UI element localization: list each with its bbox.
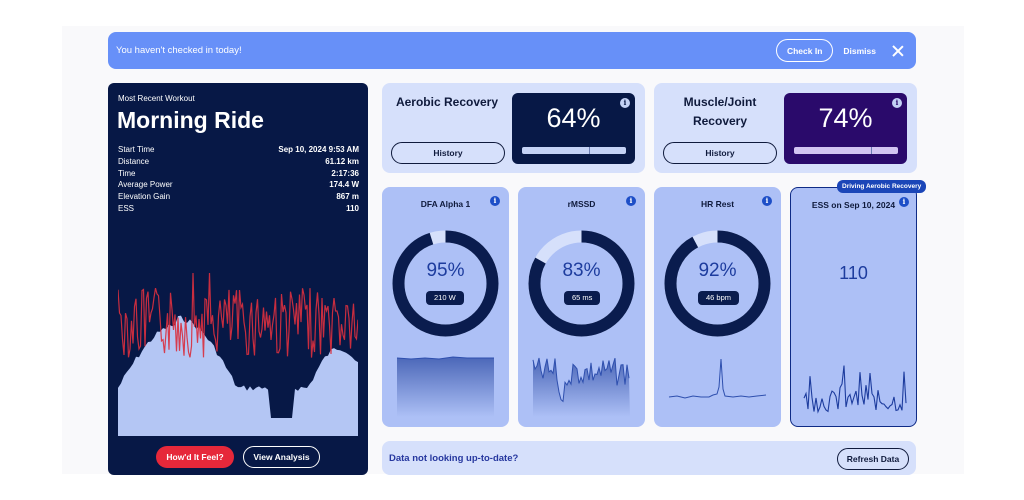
dfa-alpha-card: DFA Alpha 1 i 95% 210 W: [382, 187, 509, 427]
dfa-title: DFA Alpha 1: [420, 199, 471, 209]
muscle-score-marker: [870, 147, 872, 154]
stat-label: Average Power: [118, 180, 173, 190]
workout-subtitle: Most Recent Workout: [118, 94, 195, 103]
hr-ring-arc: [664, 230, 771, 337]
stat-row: Time 2:17:36: [118, 168, 359, 180]
stat-row: Average Power 174.4 W: [118, 179, 359, 191]
stat-label: Time: [118, 168, 136, 178]
power-trace: [118, 272, 358, 358]
ess-card: ESS on Sep 10, 2024 i 110: [790, 187, 917, 427]
hr-ring: [664, 230, 771, 337]
dfa-sparkline: [396, 356, 494, 417]
ess-driving-badge: Driving Aerobic Recovery: [837, 180, 927, 193]
info-icon[interactable]: i: [626, 196, 636, 206]
stat-label: Start Time: [118, 145, 155, 154]
ess-value: 110: [839, 263, 868, 283]
check-in-button[interactable]: Check In: [775, 39, 834, 62]
close-icon[interactable]: [892, 45, 904, 57]
stat-label: ESS: [118, 203, 135, 213]
dismiss-button[interactable]: Dismiss: [843, 45, 876, 56]
muscle-recovery-title: Muscle/Joint Recovery: [683, 95, 757, 128]
dfa-ring: [392, 230, 499, 337]
rmssd-percent: 83%: [562, 260, 601, 281]
stat-label: Elevation Gain: [118, 192, 171, 202]
elevation-area: [118, 315, 358, 436]
info-icon[interactable]: i: [762, 196, 772, 206]
info-icon[interactable]: i: [899, 197, 909, 207]
rmssd-title: rMSSD: [567, 199, 596, 209]
banner-message: You haven't checked in today!: [116, 45, 242, 56]
info-icon[interactable]: i: [620, 98, 630, 108]
refresh-data-button[interactable]: Refresh Data: [837, 448, 909, 470]
workout-title: Morning Ride: [117, 107, 264, 133]
stat-value: Sep 10, 2024 9:53 AM: [278, 145, 359, 154]
dfa-ring-arc: [392, 230, 499, 337]
workout-power-elevation-chart: [118, 272, 358, 436]
aerobic-recovery-card: Aerobic Recovery History 64% i: [382, 83, 645, 173]
stat-value: 110: [346, 203, 359, 213]
rmssd-ring-arc: [528, 230, 635, 337]
checkin-banner: You haven't checked in today! Check In D…: [108, 32, 916, 69]
recent-workout-panel: Most Recent Workout Morning Ride Start T…: [108, 83, 368, 475]
stat-value: 2:17:36: [331, 168, 359, 178]
stat-label: Distance: [118, 156, 150, 166]
hr-percent: 92%: [698, 260, 737, 281]
refresh-message: Data not looking up-to-date?: [389, 453, 519, 464]
stat-value: 174.4 W: [329, 180, 359, 190]
stat-row: ESS 110: [118, 203, 359, 215]
aerobic-recovery-title: Aerobic Recovery: [395, 95, 499, 109]
stat-row: Elevation Gain 867 m: [118, 191, 359, 203]
hr-value-pill: 46 bpm: [698, 291, 740, 305]
muscle-recovery-card: Muscle/Joint Recovery History 74% i: [654, 83, 917, 173]
aerobic-score-bar: [522, 147, 626, 154]
muscle-score-value: 74%: [818, 103, 873, 133]
ess-title: ESS on Sep 10, 2024: [811, 200, 896, 210]
refresh-bar: Data not looking up-to-date? Refresh Dat…: [382, 441, 916, 475]
dfa-value-pill: 210 W: [426, 291, 464, 305]
hr-rest-card: HR Rest i 92% 46 bpm: [654, 187, 781, 427]
rmssd-value-pill: 65 ms: [564, 291, 601, 305]
rmssd-card: rMSSD i 83% 65 ms: [518, 187, 645, 427]
muscle-score-box: 74% i: [784, 93, 907, 164]
stat-row: Distance 61.12 km: [118, 156, 359, 168]
hr-sparkline: [668, 358, 767, 399]
info-icon[interactable]: i: [490, 196, 500, 206]
stat-row: Start Time Sep 10, 2024 9:53 AM: [118, 144, 359, 156]
stat-value: 867 m: [336, 192, 359, 202]
ess-sparkline: [803, 365, 907, 414]
how-it-feel-button[interactable]: How'd It Feel?: [156, 446, 234, 468]
workout-stats: Start Time Sep 10, 2024 9:53 AM Distance 6…: [118, 144, 359, 215]
aerobic-score-box: 64% i: [512, 93, 635, 164]
aerobic-history-button[interactable]: History: [391, 142, 505, 164]
rmssd-sparkline: [532, 357, 630, 417]
stat-value: 61.12 km: [325, 156, 359, 166]
aerobic-score-marker: [588, 147, 590, 154]
dfa-percent: 95%: [426, 260, 465, 281]
muscle-score-bar: [794, 147, 898, 154]
info-icon[interactable]: i: [892, 98, 902, 108]
muscle-history-button[interactable]: History: [663, 142, 777, 164]
aerobic-score-value: 64%: [546, 103, 601, 133]
hr-title: HR Rest: [700, 199, 735, 209]
rmssd-ring: [528, 230, 635, 337]
view-analysis-button[interactable]: View Analysis: [243, 446, 320, 468]
